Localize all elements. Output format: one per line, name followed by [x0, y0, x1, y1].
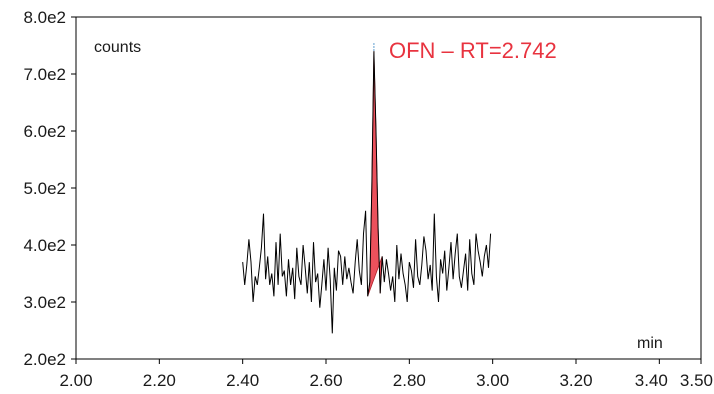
y-unit-label: counts [94, 39, 141, 56]
plot-frame [75, 16, 702, 360]
y-tick-label: 6.0e2 [23, 122, 66, 141]
x-tick-label: 3.40 [635, 371, 668, 390]
x-tick-label: 2.80 [393, 371, 426, 390]
y-axis-ticks: 2.0e2 3.0e2 4.0e2 5.0e2 6.0e2 7.0e2 8.0e2 [23, 8, 76, 369]
x-tick-label: 3.50 [680, 371, 713, 390]
y-tick-label: 4.0e2 [23, 236, 66, 255]
y-tick-label: 5.0e2 [23, 179, 66, 198]
chromatogram-trace [242, 51, 492, 334]
x-tick-label: 2.40 [226, 371, 259, 390]
y-tick-label: 7.0e2 [23, 65, 66, 84]
x-tick-label: 3.20 [559, 371, 592, 390]
x-axis-ticks: 2.00 2.20 2.40 2.60 2.80 3.00 3.20 3.40 3.50 [59, 359, 713, 390]
x-tick-label: 2.20 [143, 371, 176, 390]
x-unit-label: min [637, 335, 663, 352]
x-tick-label: 2.60 [309, 371, 342, 390]
y-tick-label: 3.0e2 [23, 293, 66, 312]
y-tick-label: 2.0e2 [23, 350, 66, 369]
x-tick-label: 2.00 [59, 371, 92, 390]
y-tick-label: 8.0e2 [23, 8, 66, 27]
x-tick-label: 3.00 [476, 371, 509, 390]
peak-annotation: OFN – RT=2.742 [389, 38, 557, 63]
